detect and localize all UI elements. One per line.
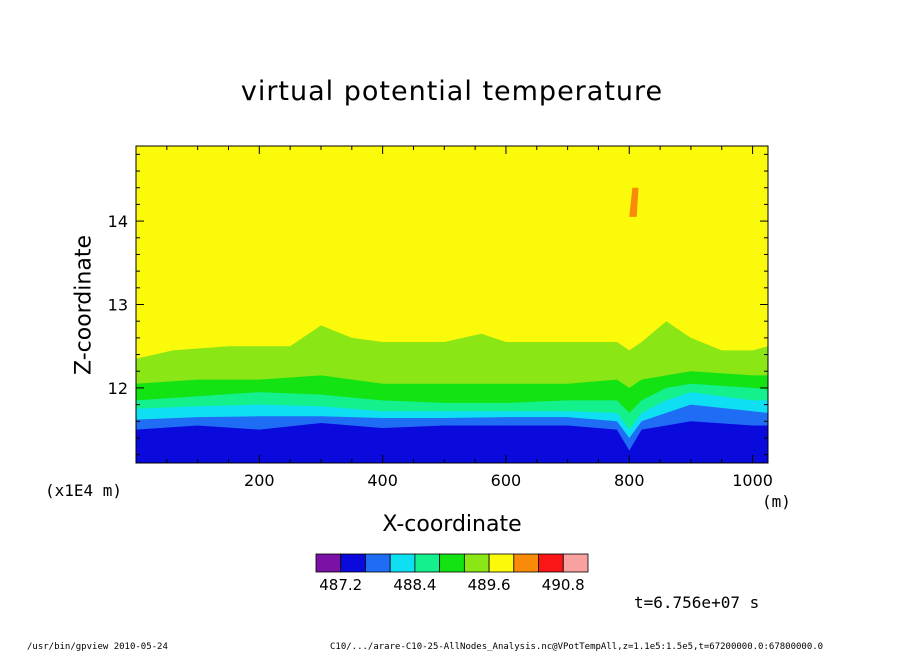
- colorbar-swatch: [488, 553, 515, 573]
- y-axis-label: Z-coordinate: [71, 235, 97, 375]
- x-tick-label: 400: [367, 471, 398, 490]
- contour-blob-8: [629, 187, 639, 217]
- x-tick-label: 800: [614, 471, 645, 490]
- contour-layer-1: [136, 421, 768, 463]
- time-label: t=6.756e+07 s: [634, 593, 760, 612]
- chart-title: virtual potential temperature: [240, 76, 664, 107]
- x-tick-label: 1000: [732, 471, 773, 490]
- colorbar: 487.2 488.4 489.6 490.8: [315, 553, 589, 594]
- colorbar-tick-label: 487.2: [319, 576, 362, 594]
- colorbar-tick-label: 490.8: [542, 576, 585, 594]
- y-axis-unit: (x1E4 m): [45, 481, 123, 500]
- colorbar-swatch: [340, 553, 366, 573]
- y-tick-label: 12: [108, 379, 128, 398]
- colorbar-swatch: [538, 553, 564, 573]
- y-tick-label: 13: [108, 296, 128, 315]
- colorbar-swatch: [439, 553, 465, 573]
- x-axis-unit: (m): [762, 492, 791, 511]
- colorbar-tick-label: 488.4: [393, 576, 436, 594]
- colorbar-swatch: [365, 553, 391, 573]
- colorbar-swatch: [463, 553, 490, 573]
- x-tick-label: 200: [244, 471, 275, 490]
- colorbar-swatch: [315, 553, 342, 573]
- colorbar-swatch: [562, 553, 589, 573]
- y-tick-label: 14: [108, 212, 128, 231]
- axis-ticks: 200 400 600 800 1000 12 13 14: [108, 146, 773, 490]
- colorbar-tick-label: 489.6: [468, 576, 511, 594]
- x-tick-label: 600: [491, 471, 522, 490]
- contour-fill-layers: [136, 146, 768, 463]
- footer-command: /usr/bin/gpview 2010-05-24: [27, 642, 168, 652]
- colorbar-swatch: [513, 553, 539, 573]
- footer-source: C10/.../arare-C10-25-AllNodes_Analysis.n…: [330, 642, 824, 652]
- x-axis-label: X-coordinate: [382, 512, 522, 537]
- colorbar-swatch: [389, 553, 416, 573]
- colorbar-swatch: [414, 553, 441, 573]
